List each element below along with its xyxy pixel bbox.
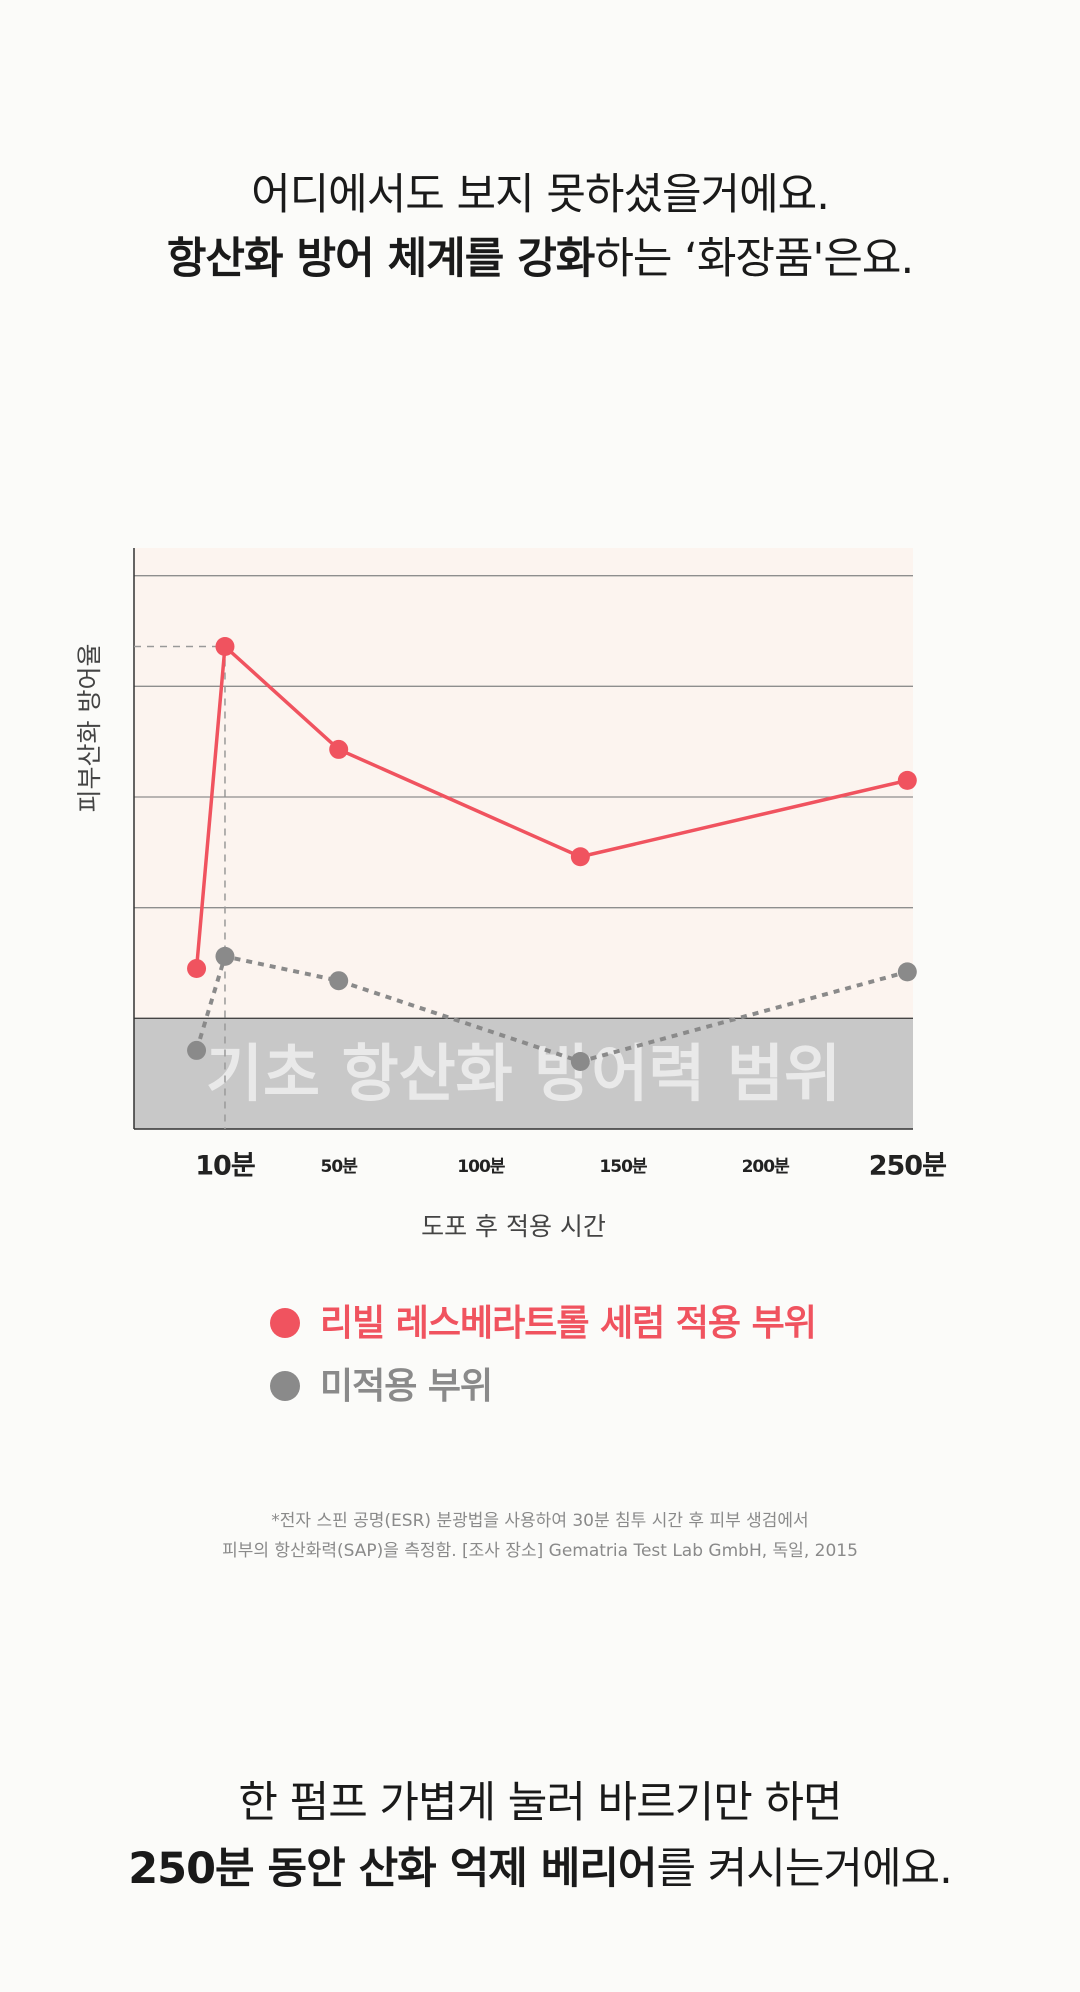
- data-point: [570, 847, 590, 867]
- legend-label: 리빌 레스베라트롤 세럼 적용 부위: [320, 1303, 816, 1344]
- bold-text: 250분 동안 산화 억제 베리어: [128, 1844, 657, 1894]
- bold-text: 항산화 방어 체계를 강화: [166, 234, 596, 284]
- x-tick-label: 200분: [742, 1157, 790, 1177]
- data-point: [215, 946, 235, 966]
- data-point: [187, 1040, 207, 1060]
- text-line: 250분 동안 산화 억제 베리어를 켜시는거에요.: [0, 1834, 1080, 1896]
- y-axis-label: 피부산화 방어율: [75, 644, 104, 813]
- text: 하는 ‘화장품'은요.: [594, 234, 914, 284]
- text-line: 한 펌프 가볍게 눌러 바르기만 하면: [0, 1768, 1080, 1830]
- text: 어디에서도 보지 못하셨을거에요.: [251, 170, 830, 220]
- x-tick-label: 150분: [599, 1157, 647, 1177]
- data-point: [215, 636, 235, 656]
- data-point: [570, 1051, 590, 1071]
- legend-marker: [270, 1308, 300, 1338]
- legend-marker: [270, 1371, 300, 1401]
- footnote-line: *전자 스핀 공명(ESR) 분광법을 사용하여 30분 침투 시간 후 피부 …: [271, 1511, 809, 1531]
- text: 를 켜시는거에요.: [656, 1844, 952, 1894]
- peak-guide: [134, 645, 226, 1129]
- text-line: 항산화 방어 체계를 강화하는 ‘화장품'은요.: [0, 224, 1080, 286]
- footnote-line: 피부의 항산화력(SAP)을 측정함. [조사 장소] Gematria Tes…: [222, 1541, 858, 1561]
- x-tick-label: 10분: [195, 1151, 255, 1182]
- data-point: [897, 962, 917, 982]
- x-tick-label: 250분: [869, 1151, 946, 1182]
- data-point: [897, 770, 917, 790]
- band: [134, 1018, 913, 1129]
- legend-label: 미적용 부위: [320, 1366, 492, 1407]
- data-point: [187, 959, 207, 979]
- series-line: [194, 954, 908, 1064]
- band-label: 기초 항산화 방어력 범위: [206, 1037, 841, 1110]
- text-line: 어디에서도 보지 못하셨을거에요.: [0, 160, 1080, 222]
- x-tick-label: 50분: [321, 1157, 359, 1177]
- data-point: [329, 971, 349, 991]
- data-point: [329, 739, 349, 759]
- text: 한 펌프 가볍게 눌러 바르기만 하면: [238, 1778, 842, 1828]
- x-tick-label: 100분: [457, 1157, 505, 1177]
- x-axis-label: 도포 후 적용 시간: [421, 1212, 606, 1241]
